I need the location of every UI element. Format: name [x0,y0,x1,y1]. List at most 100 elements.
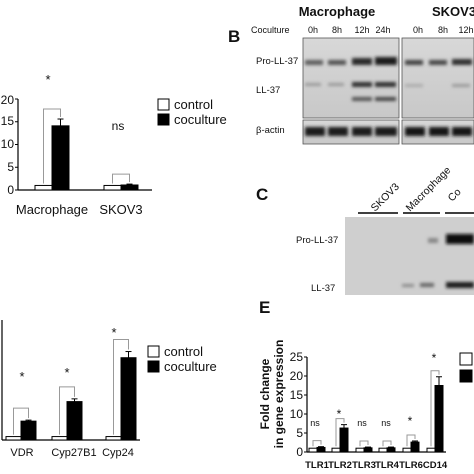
panel-b-tp-skov-0h: 0h [413,25,423,35]
legend-swatch-control [147,345,160,358]
panel-d-xlabel-vdr: VDR [10,447,33,459]
legend-label-coculture: coculture [164,359,217,374]
panel-e-xlabel-cd14: CD14 [423,460,448,471]
panel-a-tick-10: 10 [1,137,15,151]
significance-bracket-skov3 [112,173,130,184]
panel-c-row-ll37: LL-37 [311,283,335,294]
panel-a-sig-ns: ns [112,119,125,133]
panel-e-tick-0: 0 [296,445,303,459]
panel-b-tp-skov-12h: 12h [458,25,473,35]
legend-label-control: control [174,97,213,112]
bar-treated-cyp27b1 [66,401,83,441]
panel-a-legend: control coculture [157,97,227,127]
panel-a-tick-15: 15 [1,114,15,128]
panel-e-sig-tlr3: ns [357,418,367,428]
panel-e-tick-10: 10 [290,407,304,421]
legend-swatch-control [157,98,170,111]
bar-control-macrophage [34,184,53,191]
significance-bracket-cyp24 [113,339,129,435]
bar-treated-vdr [20,420,37,441]
panel-b-header-skov3: SKOV3 [432,4,474,19]
panel-b-blot-actin [302,119,474,145]
panel-c-lane-co: Co [446,186,464,204]
panel-e-xlabel-tlr6: TLR6 [399,460,423,471]
bar-control-tlr4 [378,447,388,453]
significance-bracket-tlr2 [335,418,345,447]
panel-b-tp-24h: 24h [375,25,390,35]
significance-bracket-tlr4 [382,440,392,447]
panel-d-sig-cyp24: * [111,325,116,340]
bar-control-cd14 [426,447,436,453]
panel-c-lane-skov3: SKOV3 [369,181,402,214]
panel-e-ylabel-line1: Fold change [258,358,272,429]
panel-e-xlabel-tlr1: TLR1 [305,460,329,471]
bar-treated-cd14 [434,385,444,453]
significance-bracket-macrophage [43,108,61,184]
panel-e-sig-tlr4: ns [381,418,391,428]
bar-control-tlr1 [308,447,318,453]
panel-b-tp-12h: 12h [354,25,369,35]
panel-e-xlabel-tlr2: TLR2 [328,460,352,471]
bar-treated-tlr1 [316,446,326,453]
panel-b-tp-8h: 8h [332,25,342,35]
panel-c-row-prolll37: Pro-LL-37 [296,235,338,246]
bar-control-tlr6 [402,447,412,453]
panel-a-xlabel-macrophage: Macrophage [16,202,88,217]
significance-bracket-tlr3 [359,440,369,447]
panel-e-xlabel-tlr3: TLR3 [352,460,376,471]
bar-treated-cyp24 [120,357,137,441]
panel-e-sig-tlr6: * [408,414,413,428]
legend-label-coculture: coculture [174,112,227,127]
significance-bracket-tlr1 [312,440,322,447]
bar-control-cyp24 [105,436,122,441]
panel-a-tick-0: 0 [7,183,14,197]
bar-treated-tlr4 [386,447,396,453]
bar-control-tlr2 [331,447,341,453]
significance-bracket-tlr6 [406,434,416,447]
panel-e-legend-swatch-treated [459,369,473,383]
panel-e-tick-5: 5 [296,426,303,440]
bar-treated-tlr2 [339,427,349,453]
panel-a-xlabel-skov3: SKOV3 [99,202,142,217]
panel-e-tick-15: 15 [290,388,304,402]
panel-c-lane-macrophage: Macrophage [404,164,454,214]
panel-e-sig-tlr1: ns [310,418,320,428]
panel-b-row-bactin: β-actin [256,125,285,136]
significance-bracket-cyp27b1 [59,386,75,435]
panel-a-chart [15,98,152,191]
panel-b-row-ll37: LL-37 [256,85,280,96]
bar-control-tlr3 [355,447,365,453]
panel-b-row-prolll37: Pro-LL-37 [256,56,298,67]
panel-d-legend: control coculture [147,344,217,374]
legend-swatch-coculture [157,113,170,126]
panel-e-tick-25: 25 [290,350,304,364]
panel-b-coculture-label: Coculture [251,25,290,35]
panel-c-blot [345,217,474,295]
panel-d-xlabel-cyp24: Cyp24 [102,447,134,459]
panel-d-xlabel-cyp27b1: Cyp27B1 [51,447,96,459]
panel-d-sig-cyp27b1: * [64,365,69,380]
panel-a-sig-star: * [45,72,50,87]
panel-b-letter: B [228,27,240,46]
panel-e-sig-tlr2: * [337,407,342,421]
panel-e-letter: E [259,298,270,317]
legend-label-control: control [164,344,203,359]
panel-a-tick-20: 20 [1,93,15,107]
panel-d-sig-vdr: * [19,369,24,384]
panel-e-chart [304,356,446,453]
panel-e-ylabel-line2: in gene expression [272,340,286,449]
bar-control-skov3 [103,184,122,191]
significance-bracket-vdr [13,407,29,435]
panel-b-tp-0h: 0h [308,25,318,35]
bar-treated-skov3 [120,184,139,191]
panel-b-header-macrophage: Macrophage [299,4,376,19]
bar-control-cyp27b1 [51,436,68,441]
panel-c-letter: C [256,185,268,204]
panel-b-tp-skov-8h: 8h [438,25,448,35]
bar-control-vdr [5,436,22,441]
bar-treated-macrophage [51,125,70,191]
panel-e-tick-20: 20 [290,369,304,383]
panel-e-sig-cd14: * [432,351,437,365]
legend-swatch-coculture [147,360,160,373]
